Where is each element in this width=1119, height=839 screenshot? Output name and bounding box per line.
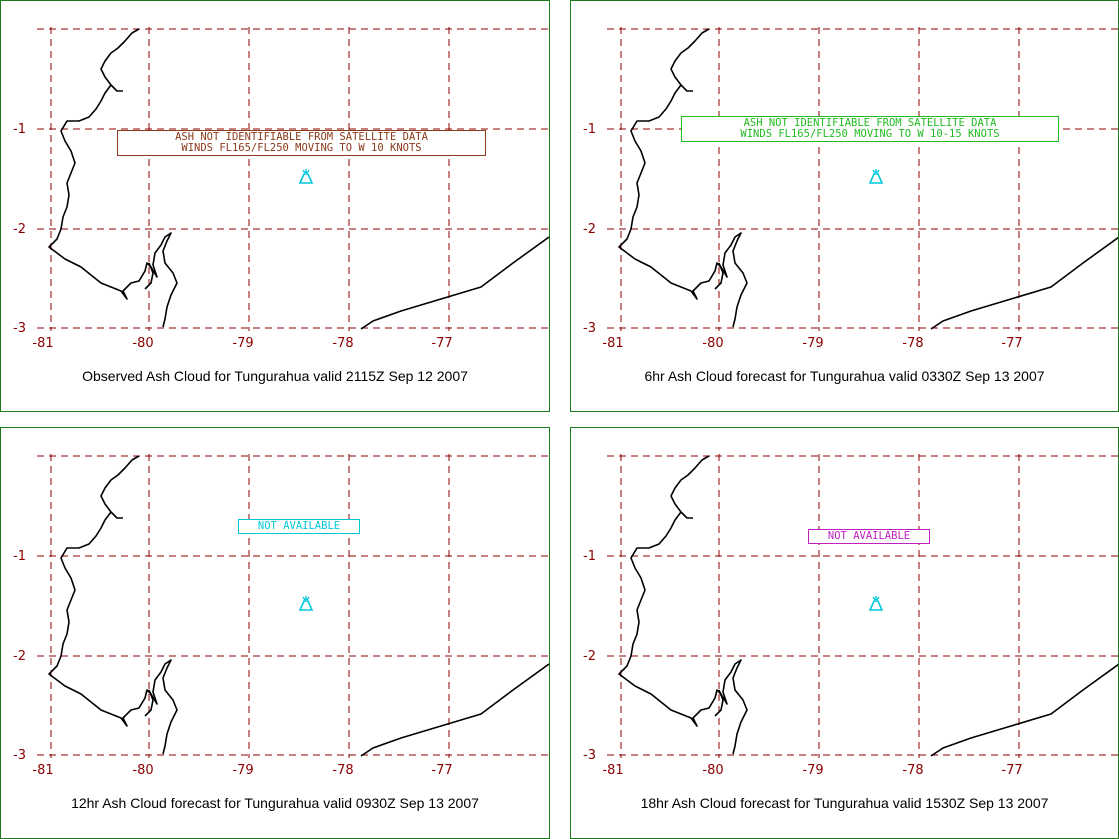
y-tick-label: -2 xyxy=(13,649,26,664)
y-tick-label: -3 xyxy=(13,321,26,336)
x-tick-label: -80 xyxy=(132,763,153,778)
x-tick-label: -79 xyxy=(232,336,253,351)
x-tick-label: -80 xyxy=(702,763,723,778)
volcano-icon xyxy=(868,169,884,184)
y-tick-label: -1 xyxy=(583,549,596,564)
x-tick-label: -80 xyxy=(702,336,723,351)
coastline xyxy=(144,689,154,717)
map-canvas: -81 -80 -79 -78 -77 -1 -2 -3 xyxy=(583,27,1118,351)
ash-message-box: NOT AVAILABLE xyxy=(808,529,930,544)
panel-caption: Observed Ash Cloud for Tungurahua valid … xyxy=(82,368,468,384)
y-tick-label: -3 xyxy=(583,321,596,336)
ash-message-line-2: WINDS FL165/FL250 MOVING TO W 10-15 KNOT… xyxy=(740,128,1000,140)
y-tick-label: -1 xyxy=(583,122,596,137)
volcano-icon xyxy=(298,169,314,184)
volcano-icon xyxy=(868,596,884,611)
x-tick-label: -80 xyxy=(132,336,153,351)
x-tick-label: -79 xyxy=(232,763,253,778)
coastline xyxy=(48,28,178,328)
ash-message-line-2: WINDS FL165/FL250 MOVING TO W 10 KNOTS xyxy=(181,142,422,154)
x-tick-label: -79 xyxy=(802,336,823,351)
map-canvas: -81 -80 -79 -78 -77 -1 -2 -3 xyxy=(13,27,549,351)
x-tick-label: -77 xyxy=(1001,763,1022,778)
coastline xyxy=(618,28,748,328)
x-tick-label: -77 xyxy=(431,336,452,351)
map-canvas: -81 -80 -79 -78 -77 -1 -2 -3 xyxy=(583,454,1118,778)
x-tick-label: -78 xyxy=(902,763,923,778)
x-tick-label: -78 xyxy=(902,336,923,351)
x-tick-label: -81 xyxy=(602,336,623,351)
map-panel-6hr: -81 -80 -79 -78 -77 -1 -2 -3 ASH NOT IDENTIFIAB… xyxy=(570,0,1119,412)
ash-message-line-1: NOT AVAILABLE xyxy=(257,520,341,532)
coastline xyxy=(144,262,154,290)
panel-caption: 12hr Ash Cloud forecast for Tungurahua v… xyxy=(71,795,479,811)
ash-message-box: NOT AVAILABLE xyxy=(238,519,360,534)
y-tick-label: -1 xyxy=(13,549,26,564)
x-tick-label: -79 xyxy=(802,763,823,778)
x-tick-label: -77 xyxy=(1001,336,1022,351)
x-tick-label: -81 xyxy=(32,763,53,778)
ash-message-line-1: NOT AVAILABLE xyxy=(827,530,911,542)
x-tick-label: -77 xyxy=(431,763,452,778)
map-panel-12hr: -81 -80 -79 -78 -77 -1 -2 -3 NOT AVAILABLE 12hr… xyxy=(0,427,550,839)
y-tick-label: -3 xyxy=(13,748,26,763)
coastline xyxy=(360,663,549,757)
coastline xyxy=(930,663,1118,757)
x-tick-label: -81 xyxy=(602,763,623,778)
coastline xyxy=(714,262,724,290)
volcano-icon xyxy=(298,596,314,611)
y-tick-label: -2 xyxy=(583,222,596,237)
ash-message-box: ASH NOT IDENTIFIABLE FROM SATELLITE DATA… xyxy=(681,116,1059,142)
ash-message-box: ASH NOT IDENTIFIABLE FROM SATELLITE DATA… xyxy=(117,130,486,156)
y-tick-label: -2 xyxy=(583,649,596,664)
x-tick-label: -78 xyxy=(332,763,353,778)
panel-caption: 6hr Ash Cloud forecast for Tungurahua va… xyxy=(644,368,1045,384)
map-canvas: -81 -80 -79 -78 -77 -1 -2 -3 xyxy=(13,454,549,778)
map-panel-observed: -81 -80 -79 -78 -77 -1 -2 -3 ASH NOT IDENTIFIAB… xyxy=(0,0,550,412)
ash-message-line-1: ASH NOT IDENTIFIABLE FROM SATELLITE DATA xyxy=(175,131,428,143)
y-tick-label: -1 xyxy=(13,122,26,137)
y-tick-label: -2 xyxy=(13,222,26,237)
coastline xyxy=(930,236,1118,330)
ash-message-line-1: ASH NOT IDENTIFIABLE FROM SATELLITE DATA xyxy=(743,117,997,129)
x-tick-label: -78 xyxy=(332,336,353,351)
y-tick-label: -3 xyxy=(583,748,596,763)
map-panel-18hr: -81 -80 -79 -78 -77 -1 -2 -3 NOT AVAILABLE 18hr… xyxy=(570,427,1119,839)
coastline xyxy=(360,236,549,330)
coastline xyxy=(48,455,178,755)
panel-caption: 18hr Ash Cloud forecast for Tungurahua v… xyxy=(640,795,1049,811)
coastline xyxy=(714,689,724,717)
x-tick-label: -81 xyxy=(32,336,53,351)
coastline xyxy=(618,455,748,755)
